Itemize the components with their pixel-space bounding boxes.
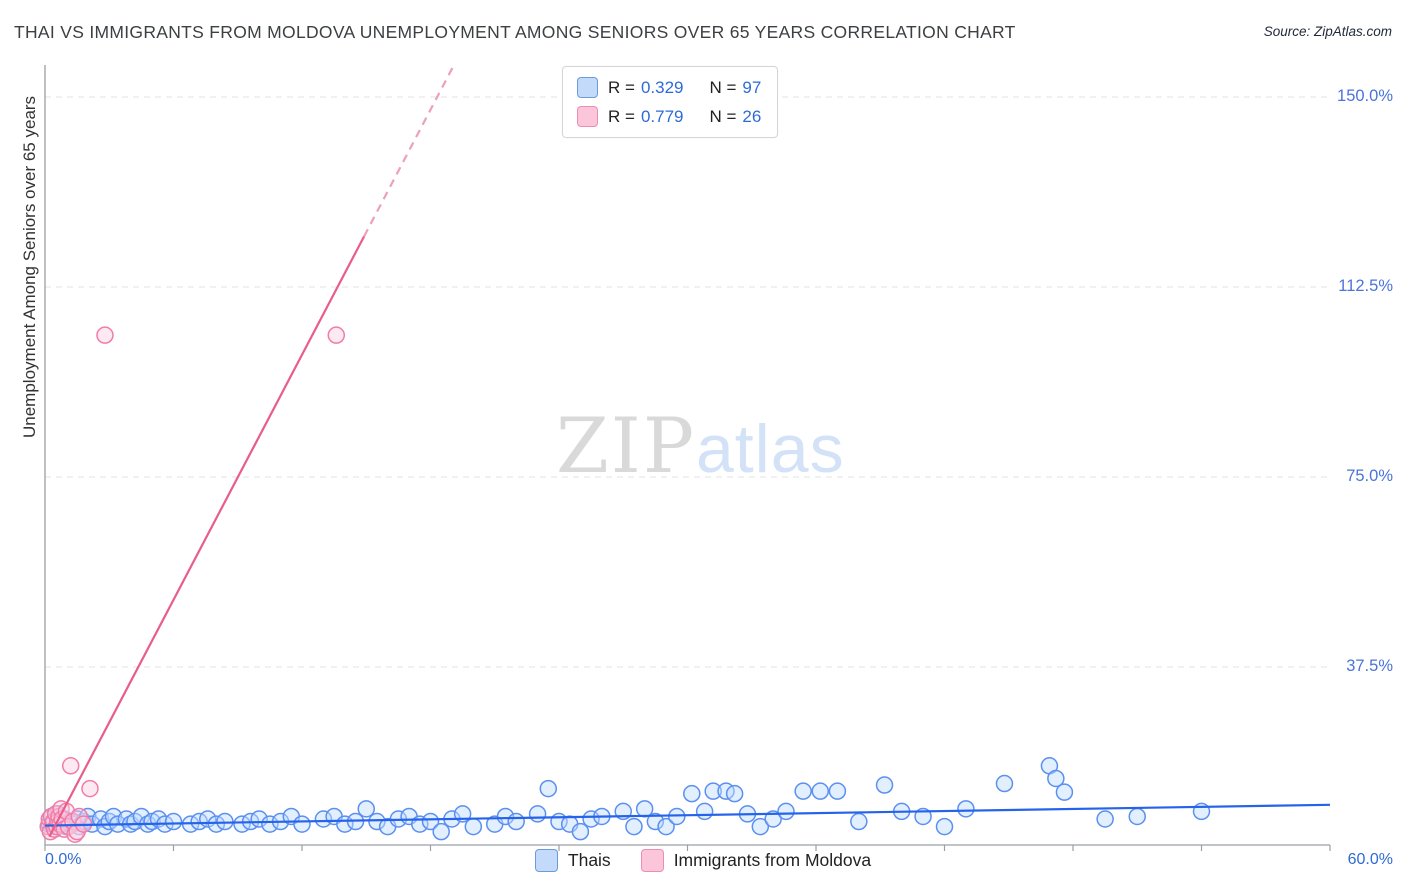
scatter-point-thais [539, 779, 558, 798]
scatter-point-thais [464, 817, 483, 836]
scatter-point-thais [683, 784, 701, 803]
scatter-point-moldova [81, 779, 99, 798]
scatter-point-thais [507, 812, 525, 831]
scatter-point-moldova [96, 326, 114, 344]
moldova-swatch [577, 106, 598, 127]
n-value-thais: 97 [742, 77, 762, 97]
x-axis-max-label: 60.0% [1347, 851, 1393, 868]
scatter-point-thais [646, 812, 665, 831]
scatter-point-thais [704, 782, 722, 800]
n-value-moldova: 26 [742, 106, 762, 126]
scatter-point-thais [875, 776, 894, 794]
trend-line [363, 65, 456, 237]
scatter-point-thais [777, 802, 795, 821]
thais-swatch [534, 849, 558, 872]
scatter-point-thais [164, 812, 183, 831]
r-value-thais: 0.329 [640, 77, 684, 97]
scatter-point-thais [935, 817, 954, 836]
scatter-point-thais [764, 810, 782, 828]
legend-item-label: Thais [567, 850, 611, 870]
scatter-point-thais [1055, 783, 1074, 801]
r-label: R = [608, 77, 635, 97]
correlation-legend-box: R = 0.329 N = 97 R = 0.779 N = 26 [562, 66, 779, 138]
trend-line [44, 803, 1331, 827]
scatter-point-thais [293, 815, 311, 833]
y-axis-tick-label: 37.5% [1346, 657, 1393, 675]
r-value-moldova: 0.779 [640, 106, 684, 126]
scatter-point-thais [528, 805, 547, 823]
scatter-point-thais [725, 784, 744, 803]
scatter-point-thais [828, 782, 847, 800]
legend-item-moldova[interactable]: Immigrants from Moldova [640, 849, 872, 872]
scatter-point-thais [368, 812, 386, 831]
scatter-point-thais [1128, 807, 1146, 826]
scatter-point-thais [582, 810, 600, 828]
page-title: THAI VS IMMIGRANTS FROM MOLDOVA UNEMPLOY… [14, 22, 1016, 42]
legend-row-moldova: R = 0.779 N = 26 [577, 106, 761, 127]
scatter-point-thais [1096, 810, 1114, 828]
scatter-point-thais [357, 800, 375, 818]
legend-item-thais[interactable]: Thais [534, 849, 611, 872]
y-axis-tick-label: 75.0% [1346, 467, 1393, 485]
thais-swatch [577, 77, 598, 98]
scatter-point-thais [421, 812, 440, 831]
scatter-point-thais [261, 815, 279, 833]
trend-line [48, 235, 366, 838]
moldova-swatch [640, 849, 664, 872]
scatter-point-thais [811, 782, 830, 800]
scatter-point-thais [751, 817, 770, 836]
n-label: N = [709, 77, 737, 97]
scatter-point-moldova [61, 757, 80, 775]
scatter-point-thais [995, 774, 1014, 793]
source-attribution: Source: ZipAtlas.com [1263, 24, 1392, 39]
scatter-point-thais [314, 810, 333, 828]
scatter-point-thais [432, 822, 450, 841]
legend-row-thais: R = 0.329 N = 97 [577, 77, 761, 98]
series-thais [40, 757, 1211, 841]
scatter-point-thais [695, 802, 714, 821]
r-label: R = [608, 106, 635, 126]
scatter-point-thais [625, 817, 643, 836]
scatter-point-thais [1047, 769, 1065, 788]
scatter-point-thais [571, 822, 590, 841]
scatter-point-thais [850, 812, 868, 831]
n-label: N = [709, 106, 737, 126]
y-axis-tick-label: 150.0% [1337, 87, 1393, 105]
legend-item-label: Immigrants from Moldova [673, 850, 872, 870]
series-legend: Thais Immigrants from Moldova [0, 849, 1406, 872]
y-axis-tick-label: 112.5% [1338, 277, 1393, 295]
scatter-point-thais [957, 800, 975, 818]
scatter-point-thais [496, 807, 515, 826]
scatter-point-thais [794, 782, 812, 800]
scatter-point-thais [657, 817, 675, 836]
x-axis-min-label: 0.0% [45, 851, 82, 868]
scatter-point-moldova [327, 326, 346, 344]
